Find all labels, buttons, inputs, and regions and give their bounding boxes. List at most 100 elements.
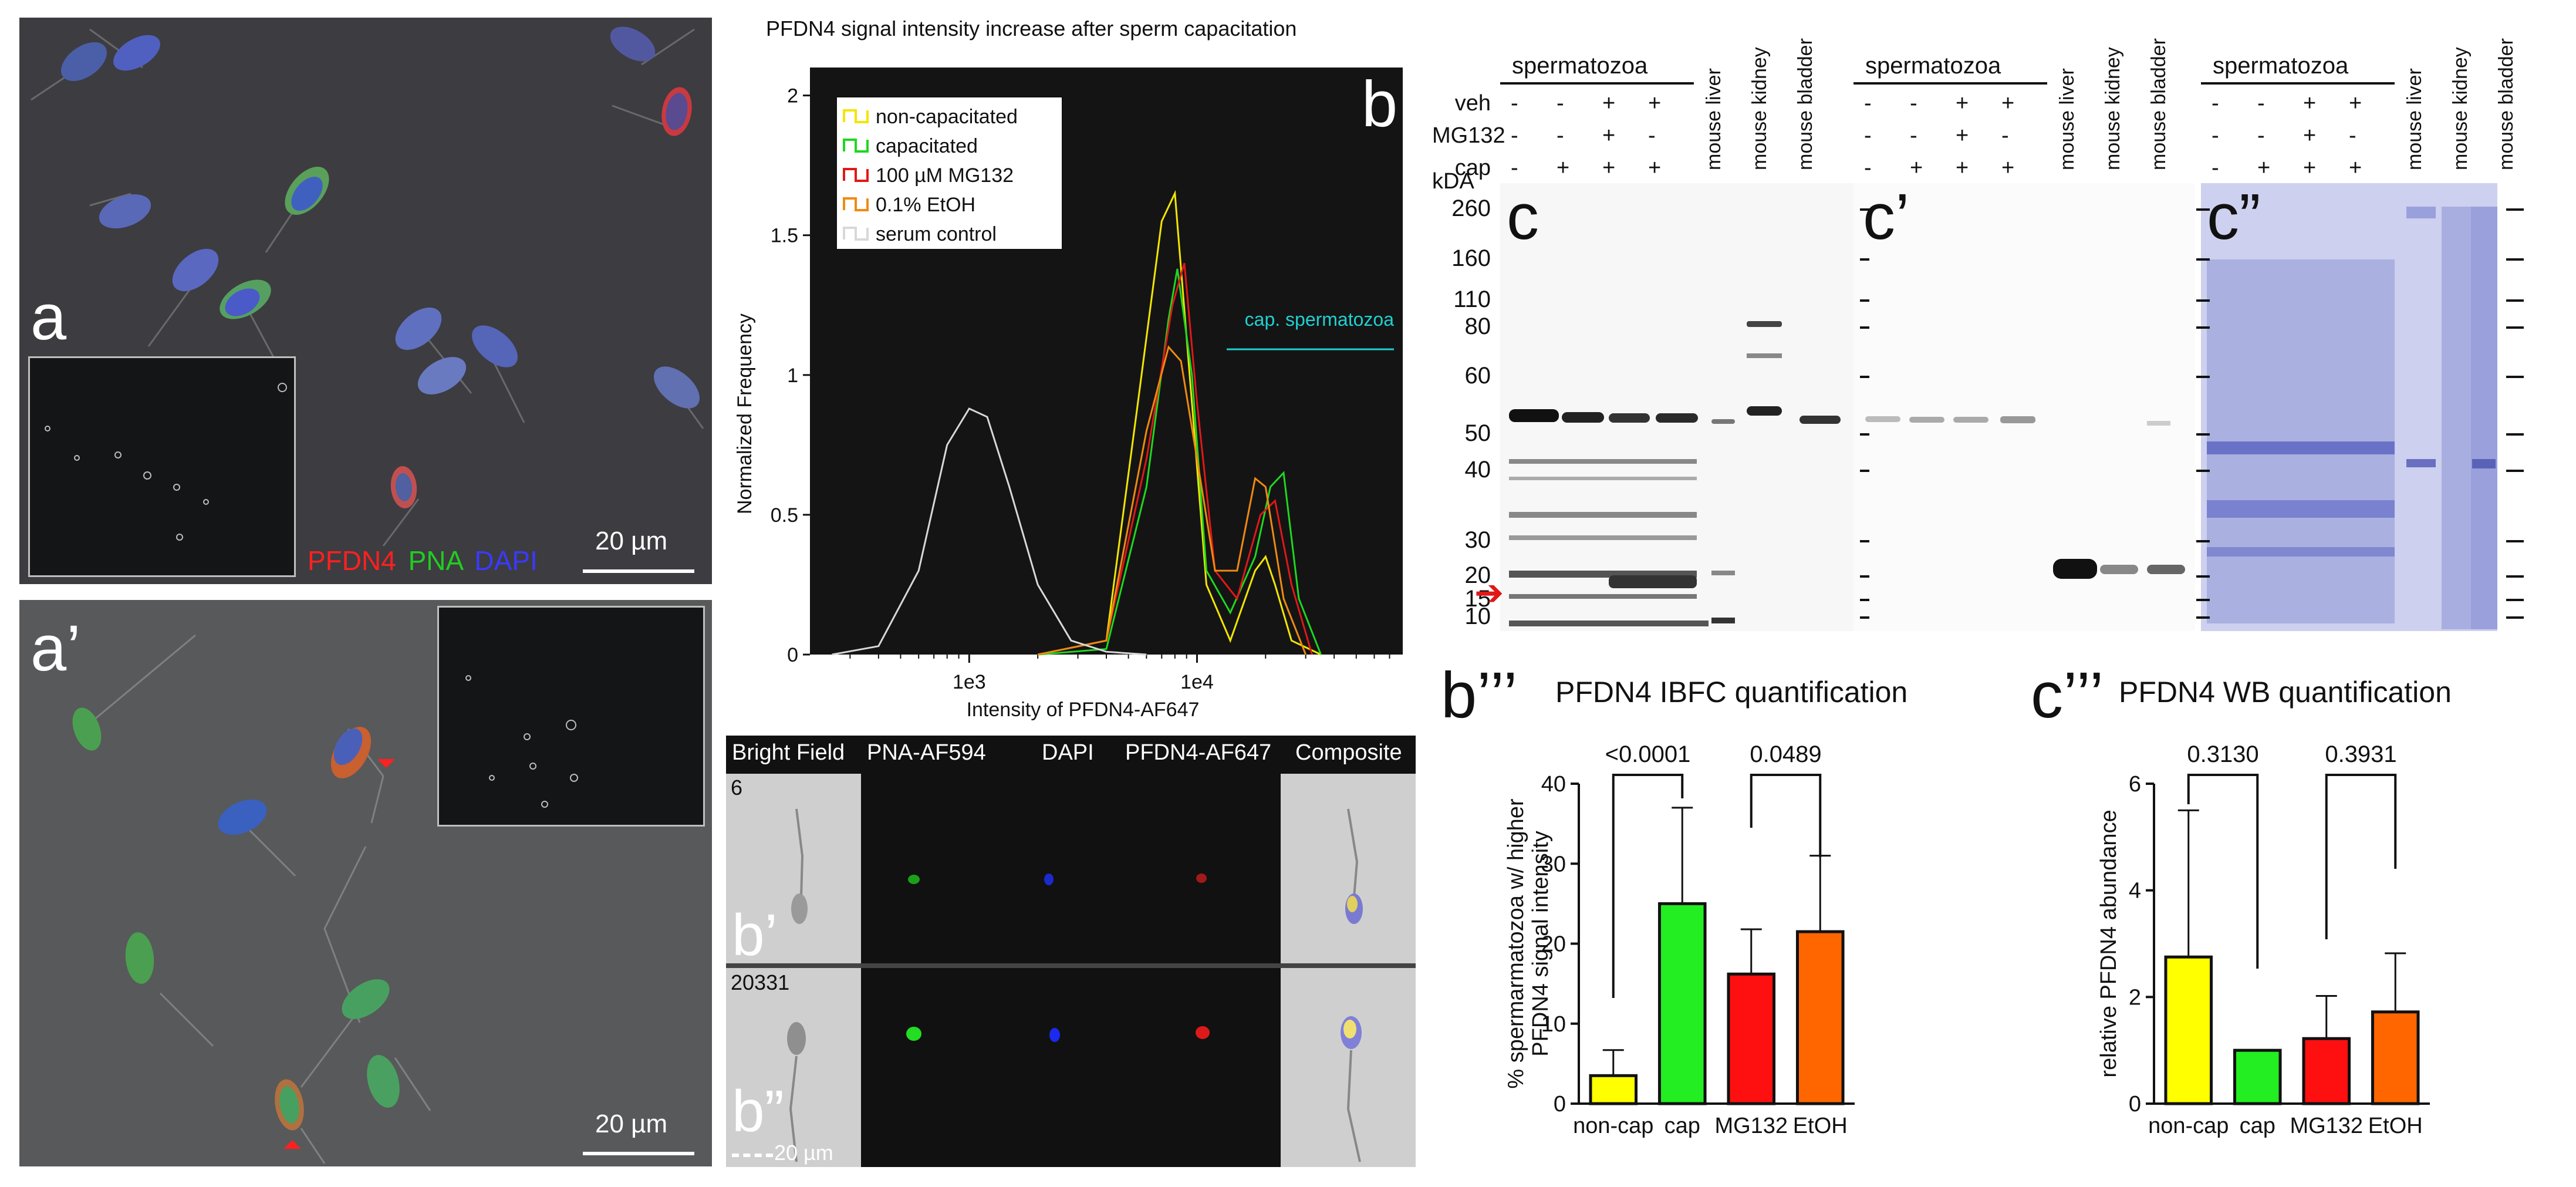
treatment-sign: - (1511, 91, 1518, 116)
marker-tick (2506, 326, 2524, 329)
treatment-sign: - (2257, 123, 2265, 148)
marker-tick (2506, 299, 2524, 302)
bar (2302, 1037, 2351, 1105)
marker-tick (2506, 258, 2524, 261)
series-line (1037, 262, 1313, 656)
blot-c-double-prime (2201, 183, 2497, 631)
panel-b-label: b (1362, 68, 1397, 140)
y-axis-label: Normalized Frequency (734, 313, 756, 514)
b1-scale-label: 20 µm (774, 1141, 833, 1165)
spermatozoa-label: spermatozoa (1512, 53, 1648, 79)
treatment-sign: + (2349, 91, 2362, 116)
blot-c-label: c (1507, 181, 1539, 253)
marker-tick (2196, 258, 2210, 261)
kda-marker: 20 (1464, 562, 1491, 588)
kda-marker: 160 (1451, 245, 1491, 271)
kda-marker: 110 (1453, 286, 1491, 312)
y-axis-label: % spermarmatozoa w/ higher (1504, 798, 1528, 1089)
kda-marker: 10 (1464, 603, 1491, 629)
tissue-label: mouse liver (2403, 68, 2426, 170)
legend: non-capacitated capacitated 100 µM MG132 0.… (836, 96, 1063, 250)
treatment-sign: + (2001, 156, 2015, 180)
kda-marker: 30 (1464, 527, 1491, 553)
x-tick-label: EtOH (1793, 1114, 1848, 1138)
legend-entry: 0.1% EtOH (876, 194, 975, 216)
tissue-label: mouse bladder (2148, 38, 2170, 170)
y-tick-label: 0 (787, 644, 798, 666)
sperm-cells-a (31, 26, 704, 547)
tissue-label: mouse liver (2056, 68, 2078, 170)
bar (2233, 1048, 2282, 1105)
marker-tick (2506, 376, 2524, 378)
composite-row2 (1281, 968, 1416, 1167)
row2-id: 20331 (731, 970, 790, 994)
col-header-dapi: DAPI (1042, 740, 1094, 765)
y-tick-label: 20 (1541, 932, 1566, 957)
treatment-sign: + (1602, 123, 1616, 148)
legend-swatch (843, 227, 869, 241)
x-tick-label: cap (1665, 1114, 1700, 1138)
treatment-sign: - (1557, 123, 1564, 148)
treatment-sign: - (2212, 91, 2219, 116)
treatment-sign: - (1648, 123, 1656, 148)
blot-c-double-prime-bands (2207, 207, 2497, 629)
y-tick-label: 2 (2129, 985, 2141, 1010)
panel-c-region: spermatozoa - - + + - - + - - + + + mouse liver mouse … (1432, 0, 2576, 646)
treatment-sign: - (2349, 123, 2356, 148)
x-tick-label: 1e3 (953, 671, 986, 693)
marker-tick (1860, 599, 1869, 601)
y-axis-label: relative PFDN4 abundance (2096, 810, 2121, 1077)
col-header-pfdn4: PFDN4-AF647 (1125, 740, 1272, 765)
marker-tick (2196, 433, 2210, 436)
kda-marker: 50 (1464, 420, 1491, 446)
marker-tick (2196, 599, 2210, 601)
marker-tick (2506, 540, 2524, 542)
kda-marker: 260 (1451, 195, 1491, 221)
x-tick-label: EtOH (2368, 1114, 2423, 1138)
y-tick-label: 2 (787, 85, 798, 107)
treatment-sign: + (2001, 91, 2015, 116)
marker-tick (2196, 470, 2210, 472)
treatment-row-label: cap (1454, 156, 1491, 180)
kda-marker: 80 (1464, 313, 1491, 339)
panel-b1-images: Bright Field PNA-AF594 DAPI PFDN4-AF647 … (726, 736, 1416, 1167)
y-tick-label: 10 (1541, 1012, 1566, 1037)
treatment-sign: + (1910, 156, 1923, 180)
panel-a-label: a (31, 281, 67, 353)
treatment-sign: + (1648, 156, 1662, 180)
treatment-sign: - (1910, 123, 1917, 148)
marker-tick (2196, 616, 2210, 619)
treatment-sign: + (1956, 123, 1969, 148)
treatment-sign: + (1602, 156, 1616, 180)
inset-a-cells (45, 383, 287, 541)
legend-entry: serum control (876, 223, 997, 245)
blot-c-prime-bands (1865, 416, 2185, 579)
legend-swatch (843, 168, 869, 182)
y-tick-label: 0 (2129, 1092, 2141, 1117)
y-tick-label: 1.5 (771, 225, 798, 247)
panel-b-title: PFDN4 signal intensity increase after sp… (766, 16, 1297, 41)
panel-a2-scale-bar (583, 1152, 694, 1155)
col-header-composite: Composite (1295, 740, 1402, 765)
treatment-row-label: veh (1454, 91, 1491, 116)
tissue-label: mouse bladder (2495, 38, 2517, 170)
significance-bracket (2187, 774, 2259, 969)
bar (2371, 1010, 2420, 1105)
y-tick-label: 4 (2129, 879, 2141, 903)
panel-a2-scale-label: 20 µm (595, 1110, 668, 1138)
spermatozoa-label: spermatozoa (1865, 53, 2001, 79)
treatment-sign: + (2303, 156, 2317, 180)
sperm-cells-a2 (72, 634, 431, 1164)
panel-b3-title: PFDN4 IBFC quantification (1555, 676, 1908, 709)
blot-c-prime-label: c’ (1863, 181, 1910, 253)
significance-bracket (2325, 774, 2397, 939)
treatment-sign: + (1956, 156, 1969, 180)
p-value: 0.3130 (2187, 741, 2258, 767)
blot-c-prime (1853, 183, 2195, 631)
blot-c-bands (1509, 321, 1841, 626)
treatment-sign: - (1864, 156, 1872, 180)
legend-pfdn4: PFDN4 (308, 545, 396, 576)
treatment-sign: - (1511, 123, 1518, 148)
marker-tick (2506, 433, 2524, 436)
brightfield-row1 (726, 774, 861, 963)
